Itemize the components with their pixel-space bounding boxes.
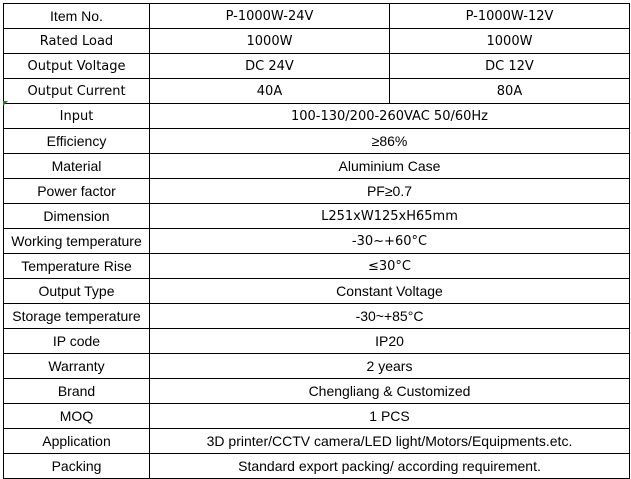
row-label: IP code: [3, 328, 150, 354]
table-row: Input 100-130/200-260VAC 50/60Hz: [3, 103, 630, 129]
table-row: Power factor PF≥0.7: [3, 178, 630, 204]
row-value: P-1000W-24V: [149, 3, 390, 29]
row-value: Constant Voltage: [149, 278, 630, 304]
row-label: Output Voltage: [3, 53, 150, 79]
row-value: 1000W: [389, 28, 630, 54]
table-row: Output Current 40A 80A: [3, 78, 630, 104]
table-row: Output Voltage DC 24V DC 12V: [3, 53, 630, 79]
table-row: Efficiency ≥86%: [3, 128, 630, 154]
row-value: 2 years: [149, 353, 630, 379]
row-label: Material: [3, 153, 150, 179]
table-row: Temperature Rise ≤30°C: [3, 253, 630, 279]
row-value: Aluminium Case: [149, 153, 630, 179]
row-value: PF≥0.7: [149, 178, 630, 204]
table-row: Material Aluminium Case: [3, 153, 630, 179]
row-value: 1 PCS: [149, 403, 630, 429]
table-row: Dimension L251xW125xH65mm: [3, 203, 630, 229]
row-value: -30~+60°C: [149, 228, 630, 254]
row-value: IP20: [149, 328, 630, 354]
table-row: MOQ 1 PCS: [3, 403, 630, 429]
row-label: Application: [3, 428, 150, 454]
row-value: -30~+85°C: [149, 303, 630, 329]
row-label: Efficiency: [3, 128, 150, 154]
row-label: Item No.: [3, 3, 150, 29]
row-label: Brand: [3, 378, 150, 404]
row-value: 1000W: [149, 28, 390, 54]
row-value: 40A: [149, 78, 390, 104]
row-label: Power factor: [3, 178, 150, 204]
table-row: Item No. P-1000W-24V P-1000W-12V: [3, 3, 630, 29]
row-label: Packing: [3, 453, 150, 479]
row-label: Input: [3, 103, 150, 129]
row-value: DC 12V: [389, 53, 630, 79]
row-value: L251xW125xH65mm: [149, 203, 630, 229]
row-label: Storage temperature: [3, 303, 150, 329]
row-value: 3D printer/CCTV camera/LED light/Motors/…: [149, 428, 630, 454]
row-label: Dimension: [3, 203, 150, 229]
row-label: Working temperature: [3, 228, 150, 254]
table-row: Rated Load 1000W 1000W: [3, 28, 630, 54]
row-value: ≥86%: [149, 128, 630, 154]
row-label: Warranty: [3, 353, 150, 379]
row-label: Temperature Rise: [3, 253, 150, 279]
row-label: Output Current: [3, 78, 150, 104]
table-row: Output Type Constant Voltage: [3, 278, 630, 304]
row-value: Chengliang & Customized: [149, 378, 630, 404]
row-value: P-1000W-12V: [389, 3, 630, 29]
row-label: Rated Load: [3, 28, 150, 54]
table-row: Packing Standard export packing/ accordin…: [3, 453, 630, 479]
row-value: DC 24V: [149, 53, 390, 79]
row-value: 80A: [389, 78, 630, 104]
spec-table: Item No. P-1000W-24V P-1000W-12V Rated Load…: [3, 3, 630, 479]
cell-comment-marker: [3, 101, 8, 106]
row-label: Output Type: [3, 278, 150, 304]
row-value: ≤30°C: [149, 253, 630, 279]
table-row: Working temperature -30~+60°C: [3, 228, 630, 254]
row-value: 100-130/200-260VAC 50/60Hz: [149, 103, 630, 129]
row-value: Standard export packing/ according requi…: [149, 453, 630, 479]
table-row: IP code IP20: [3, 328, 630, 354]
table-row: Warranty 2 years: [3, 353, 630, 379]
table-row: Storage temperature -30~+85°C: [3, 303, 630, 329]
table-row: Brand Chengliang & Customized: [3, 378, 630, 404]
table-row: Application 3D printer/CCTV camera/LED li…: [3, 428, 630, 454]
row-label: MOQ: [3, 403, 150, 429]
